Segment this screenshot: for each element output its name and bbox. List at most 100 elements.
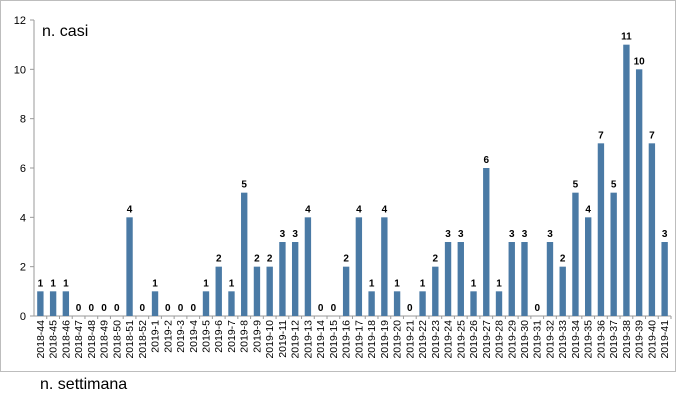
x-tick-label: 2019-18	[366, 320, 378, 359]
y-tick-label: 2	[20, 262, 26, 274]
bar	[483, 168, 490, 316]
data-label: 5	[611, 180, 617, 191]
y-tick-label: 8	[20, 114, 26, 126]
x-tick-label: 2019-26	[468, 320, 480, 359]
data-label: 6	[483, 155, 489, 166]
bar	[202, 291, 210, 316]
data-label: 0	[165, 303, 171, 314]
x-tick-label: 2018-46	[60, 320, 72, 359]
bar	[470, 291, 477, 316]
y-tick-label: 6	[20, 163, 26, 175]
data-label: 2	[267, 254, 273, 265]
x-tick-label: 2018-50	[111, 320, 123, 359]
data-label: 4	[305, 204, 311, 215]
data-label: 2	[216, 254, 222, 265]
bar	[457, 242, 464, 316]
bar	[215, 266, 222, 316]
bar	[444, 242, 452, 316]
x-tick-label: 2019-27	[481, 320, 493, 359]
x-tick-label: 2018-52	[137, 320, 149, 359]
x-tick-label: 2019-3	[175, 320, 187, 353]
data-label: 1	[63, 278, 69, 289]
bar	[432, 266, 439, 316]
x-tick-label: 2019-6	[213, 320, 225, 353]
x-tick-label: 2019-2	[162, 320, 174, 353]
bar	[126, 217, 133, 316]
x-tick-label: 2019-11	[277, 320, 289, 358]
bar	[355, 217, 363, 316]
data-label: 2	[560, 254, 566, 265]
x-tick-label: 2019-35	[583, 320, 595, 359]
data-label: 5	[241, 180, 247, 191]
bar	[253, 266, 261, 316]
bar	[610, 192, 617, 316]
data-label: 1	[152, 278, 158, 289]
x-tick-label: 2019-5	[200, 320, 212, 353]
x-tick-label: 2019-39	[634, 320, 646, 359]
data-label: 4	[585, 204, 591, 215]
x-tick-label: 2019-37	[608, 320, 620, 359]
bar	[572, 192, 579, 316]
data-label: 2	[343, 254, 349, 265]
x-tick-label: 2019-15	[328, 320, 340, 359]
data-label: 5	[573, 180, 579, 191]
bar	[266, 266, 273, 316]
x-tick-label: 2018-48	[86, 320, 98, 359]
x-tick-label: 2019-12	[290, 320, 302, 359]
bar	[623, 44, 630, 317]
data-label: 1	[50, 278, 56, 289]
x-tick-label: 2019-30	[519, 320, 531, 359]
x-axis-label: n. settimana	[40, 376, 128, 393]
x-tick-label: 2019-16	[341, 320, 353, 359]
x-tick-label: 2019-20	[392, 320, 404, 359]
data-label: 1	[203, 278, 209, 289]
bar	[381, 217, 388, 316]
bar	[279, 242, 286, 316]
data-label: 1	[38, 278, 44, 289]
data-label: 0	[534, 303, 540, 314]
bar	[559, 266, 566, 316]
bar	[419, 291, 426, 316]
x-tick-label: 2019-23	[430, 320, 442, 359]
x-tick-label: 2019-33	[557, 320, 569, 359]
data-label: 0	[89, 303, 95, 314]
data-label: 3	[522, 229, 528, 240]
bar	[304, 217, 312, 316]
data-label: 1	[471, 278, 477, 289]
x-tick-label: 2019-21	[404, 320, 416, 359]
chart-frame: n. casi 0 2 4 6 8 10 12 1 2018-44 1 2018-45 1 2018-4…	[0, 0, 676, 372]
data-label: 0	[114, 303, 120, 314]
y-axis-label: n. casi	[42, 23, 88, 40]
y-tick-label: 0	[20, 311, 26, 323]
bar	[648, 143, 656, 316]
x-tick-label: 2018-45	[48, 320, 60, 359]
bar	[393, 291, 401, 316]
data-label: 2	[433, 254, 439, 265]
data-label: 0	[140, 303, 146, 314]
x-tick-label: 2019-25	[455, 320, 467, 359]
bar	[508, 242, 515, 316]
x-tick-label: 2019-24	[443, 320, 455, 359]
x-tick-label: 2019-1	[150, 320, 162, 353]
data-label: 4	[382, 204, 388, 215]
x-tick-label: 2019-10	[264, 320, 276, 359]
x-tick-label: 2019-19	[379, 320, 391, 359]
data-label: 0	[190, 303, 196, 314]
data-label: 1	[394, 278, 400, 289]
x-tick-label: 2019-40	[646, 320, 658, 359]
data-label: 1	[369, 278, 375, 289]
bar	[342, 266, 350, 316]
x-tick-label: 2019-14	[315, 320, 327, 359]
data-label: 7	[598, 130, 604, 141]
bar	[495, 291, 503, 316]
data-label: 1	[496, 278, 502, 289]
bar	[37, 291, 44, 316]
x-tick-label: 2019-36	[595, 320, 607, 359]
data-label: 3	[547, 229, 553, 240]
bar	[49, 291, 57, 316]
x-tick-label: 2019-29	[506, 320, 518, 359]
data-label: 1	[229, 278, 235, 289]
x-tick-label: 2019-4	[188, 320, 200, 353]
x-tick-label: 2018-47	[73, 320, 85, 359]
x-tick-label: 2019-32	[544, 320, 556, 359]
